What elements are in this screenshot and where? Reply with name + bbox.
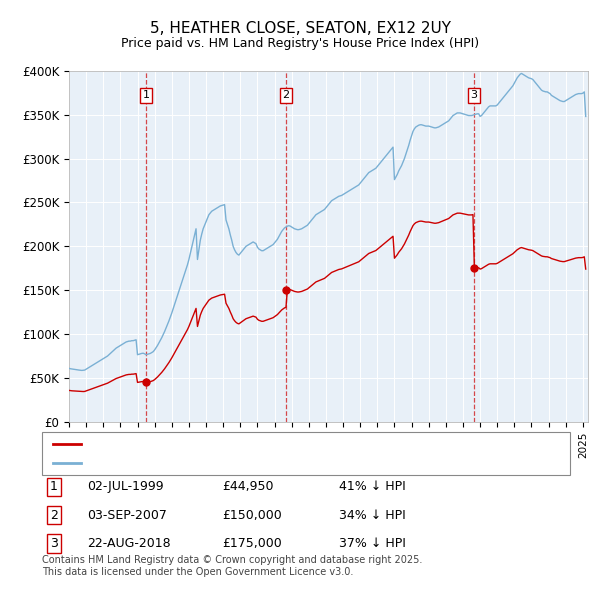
Text: 02-JUL-1999: 02-JUL-1999 xyxy=(87,480,164,493)
Text: Price paid vs. HM Land Registry's House Price Index (HPI): Price paid vs. HM Land Registry's House … xyxy=(121,37,479,50)
Text: 34% ↓ HPI: 34% ↓ HPI xyxy=(339,509,406,522)
Text: 2: 2 xyxy=(283,90,290,100)
Text: 1: 1 xyxy=(143,90,149,100)
Text: HPI: Average price, semi-detached house, East Devon: HPI: Average price, semi-detached house,… xyxy=(88,458,389,468)
Text: Contains HM Land Registry data © Crown copyright and database right 2025.
This d: Contains HM Land Registry data © Crown c… xyxy=(42,555,422,577)
Text: £44,950: £44,950 xyxy=(222,480,274,493)
Text: 37% ↓ HPI: 37% ↓ HPI xyxy=(339,537,406,550)
Text: 5, HEATHER CLOSE, SEATON, EX12 2UY (semi-detached house): 5, HEATHER CLOSE, SEATON, EX12 2UY (semi… xyxy=(88,440,440,450)
Text: 22-AUG-2018: 22-AUG-2018 xyxy=(87,537,170,550)
Text: £150,000: £150,000 xyxy=(222,509,282,522)
Text: 2: 2 xyxy=(50,509,58,522)
Text: 5, HEATHER CLOSE, SEATON, EX12 2UY: 5, HEATHER CLOSE, SEATON, EX12 2UY xyxy=(149,21,451,35)
Text: £175,000: £175,000 xyxy=(222,537,282,550)
Text: 41% ↓ HPI: 41% ↓ HPI xyxy=(339,480,406,493)
Text: 1: 1 xyxy=(50,480,58,493)
Text: 03-SEP-2007: 03-SEP-2007 xyxy=(87,509,167,522)
Text: 3: 3 xyxy=(470,90,478,100)
Text: 3: 3 xyxy=(50,537,58,550)
